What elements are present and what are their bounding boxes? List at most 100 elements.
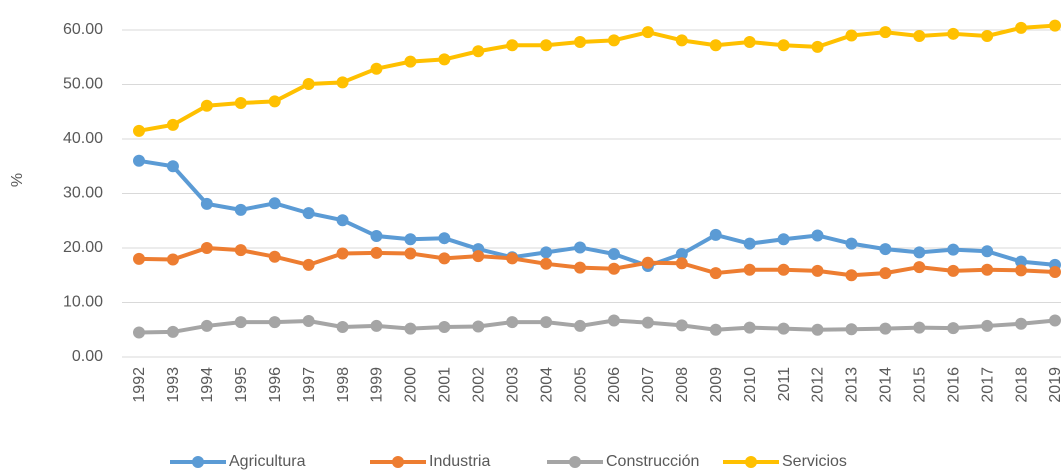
- x-tick-label: 2009: [708, 367, 725, 403]
- series-line: [138, 318, 1056, 335]
- data-point: [302, 315, 315, 328]
- data-point: [913, 321, 926, 334]
- legend-marker: [392, 456, 404, 468]
- legend-marker: [745, 456, 757, 468]
- x-tick-label: 2016: [945, 367, 962, 403]
- x-tick-label: 2015: [912, 367, 929, 403]
- data-point: [709, 323, 722, 336]
- data-point: [506, 252, 519, 265]
- data-point: [472, 45, 485, 58]
- data-point: [607, 247, 620, 260]
- data-point: [302, 207, 315, 220]
- data-point: [947, 27, 960, 40]
- data-point: [166, 253, 179, 266]
- data-point: [913, 261, 926, 274]
- data-point: [540, 257, 553, 270]
- data-point: [574, 319, 587, 332]
- y-tick-label: 60.00: [63, 21, 103, 38]
- data-point: [166, 118, 179, 131]
- data-point: [743, 263, 756, 276]
- data-point: [879, 267, 892, 280]
- x-tick-label: 2012: [810, 367, 827, 403]
- data-point: [811, 323, 824, 336]
- y-tick-label: 0.00: [72, 348, 103, 365]
- data-point: [607, 262, 620, 275]
- data-point: [845, 323, 858, 336]
- x-tick-label: 2000: [403, 367, 420, 403]
- x-tick-label: 1994: [199, 367, 216, 403]
- data-point: [166, 160, 179, 173]
- data-point: [268, 316, 281, 329]
- data-point: [200, 197, 213, 210]
- series-line: [138, 246, 1056, 278]
- data-point: [234, 97, 247, 110]
- x-tick-label: 1992: [131, 367, 148, 403]
- x-tick-label: 2019: [1047, 367, 1061, 403]
- data-point: [947, 243, 960, 256]
- data-point: [777, 39, 790, 52]
- data-point: [234, 316, 247, 329]
- data-point: [879, 26, 892, 39]
- x-tick-label: 1998: [335, 367, 352, 403]
- data-point: [981, 29, 994, 42]
- legend-marker: [192, 456, 204, 468]
- x-tick-label: 2010: [742, 367, 759, 403]
- y-axis-label: %: [9, 173, 26, 187]
- data-point: [268, 95, 281, 108]
- data-point: [947, 264, 960, 277]
- data-point: [1015, 255, 1028, 268]
- legend-label: Industria: [429, 453, 490, 470]
- data-point: [336, 214, 349, 227]
- data-point: [709, 228, 722, 241]
- x-tick-label: 1999: [369, 367, 386, 403]
- data-point: [1015, 264, 1028, 277]
- data-point: [234, 203, 247, 216]
- x-tick-label: 2002: [470, 367, 487, 403]
- data-point: [913, 29, 926, 42]
- data-point: [743, 237, 756, 250]
- data-point: [777, 263, 790, 276]
- y-tick-label: 40.00: [63, 130, 103, 147]
- x-tick-label: 2007: [640, 367, 657, 403]
- data-point: [879, 322, 892, 335]
- data-point: [641, 26, 654, 39]
- legend-label: Servicios: [782, 453, 847, 470]
- data-point: [811, 40, 824, 53]
- data-point: [709, 39, 722, 52]
- data-point: [811, 264, 824, 277]
- x-tick-label: 2013: [844, 367, 861, 403]
- y-tick-label: 50.00: [63, 76, 103, 93]
- data-point: [540, 316, 553, 329]
- x-tick-label: 2005: [572, 367, 589, 403]
- data-point: [302, 258, 315, 271]
- data-point: [777, 322, 790, 335]
- series-line: [138, 158, 1056, 268]
- data-point: [1049, 265, 1061, 278]
- data-point: [981, 263, 994, 276]
- data-point: [133, 154, 145, 167]
- x-tick-label: 1997: [301, 367, 318, 403]
- data-point: [166, 325, 179, 338]
- data-point: [981, 245, 994, 258]
- x-tick-label: 2003: [504, 367, 521, 403]
- x-tick-label: 2001: [437, 367, 454, 403]
- x-tick-label: 2006: [606, 367, 623, 403]
- data-point: [438, 53, 451, 66]
- data-point: [574, 261, 587, 274]
- data-point: [438, 252, 451, 265]
- data-point: [879, 243, 892, 256]
- data-point: [675, 34, 688, 47]
- data-point: [574, 241, 587, 254]
- data-point: [845, 269, 858, 282]
- legend-marker: [569, 456, 581, 468]
- data-point: [370, 230, 383, 243]
- data-point: [913, 246, 926, 259]
- data-point: [743, 35, 756, 48]
- data-point: [540, 39, 553, 52]
- data-point: [200, 319, 213, 332]
- data-point: [607, 314, 620, 327]
- data-point: [370, 62, 383, 75]
- data-point: [438, 232, 451, 245]
- data-point: [947, 322, 960, 335]
- data-point: [472, 250, 485, 263]
